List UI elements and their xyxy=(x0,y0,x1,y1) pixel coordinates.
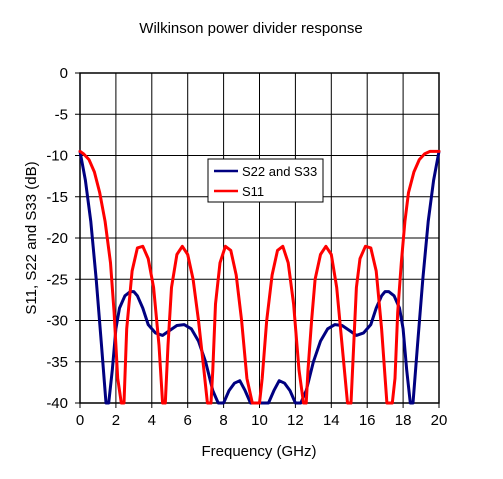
x-tick-label: 12 xyxy=(287,412,304,429)
x-tick-label: 8 xyxy=(219,412,227,429)
legend-label-s22-s33: S22 and S33 xyxy=(242,164,317,179)
y-tick-label: -15 xyxy=(46,189,68,206)
legend-box xyxy=(207,158,324,203)
x-tick-label: 20 xyxy=(431,412,448,429)
y-tick-label: -5 xyxy=(55,106,68,123)
x-tick-label: 18 xyxy=(395,412,412,429)
y-tick-label: 0 xyxy=(60,65,68,82)
x-tick-label: 16 xyxy=(359,412,376,429)
legend-label-s11: S11 xyxy=(242,184,264,199)
axis-ticks: 0 2 4 6 8 10 12 14 16 18 20 0 -5 -10 -15 -20 -25 -30 -35 -4… xyxy=(46,65,447,429)
x-tick-label: 6 xyxy=(184,412,192,429)
y-tick-label: -20 xyxy=(46,230,68,247)
x-tick-label: 4 xyxy=(148,412,156,429)
y-tick-label: -40 xyxy=(46,395,68,412)
grid xyxy=(80,73,439,403)
y-tick-label: -25 xyxy=(46,271,68,288)
y-axis-label: S11, S22 and S33 (dB) xyxy=(23,161,40,314)
series-lines xyxy=(78,149,441,405)
y-tick-label: -10 xyxy=(46,148,68,165)
x-tick-label: 10 xyxy=(251,412,268,429)
y-tick-label: -35 xyxy=(46,354,68,371)
x-tick-label: 2 xyxy=(112,412,120,429)
x-tick-label: 0 xyxy=(76,412,84,429)
y-tick-label: -30 xyxy=(46,313,68,330)
x-tick-label: 14 xyxy=(323,412,340,429)
chart-title: Wilkinson power divider response xyxy=(139,20,362,37)
x-axis-label: Frequency (GHz) xyxy=(201,443,316,460)
legend: S22 and S33 S11 xyxy=(207,158,324,203)
series-line-s11 xyxy=(78,149,441,405)
